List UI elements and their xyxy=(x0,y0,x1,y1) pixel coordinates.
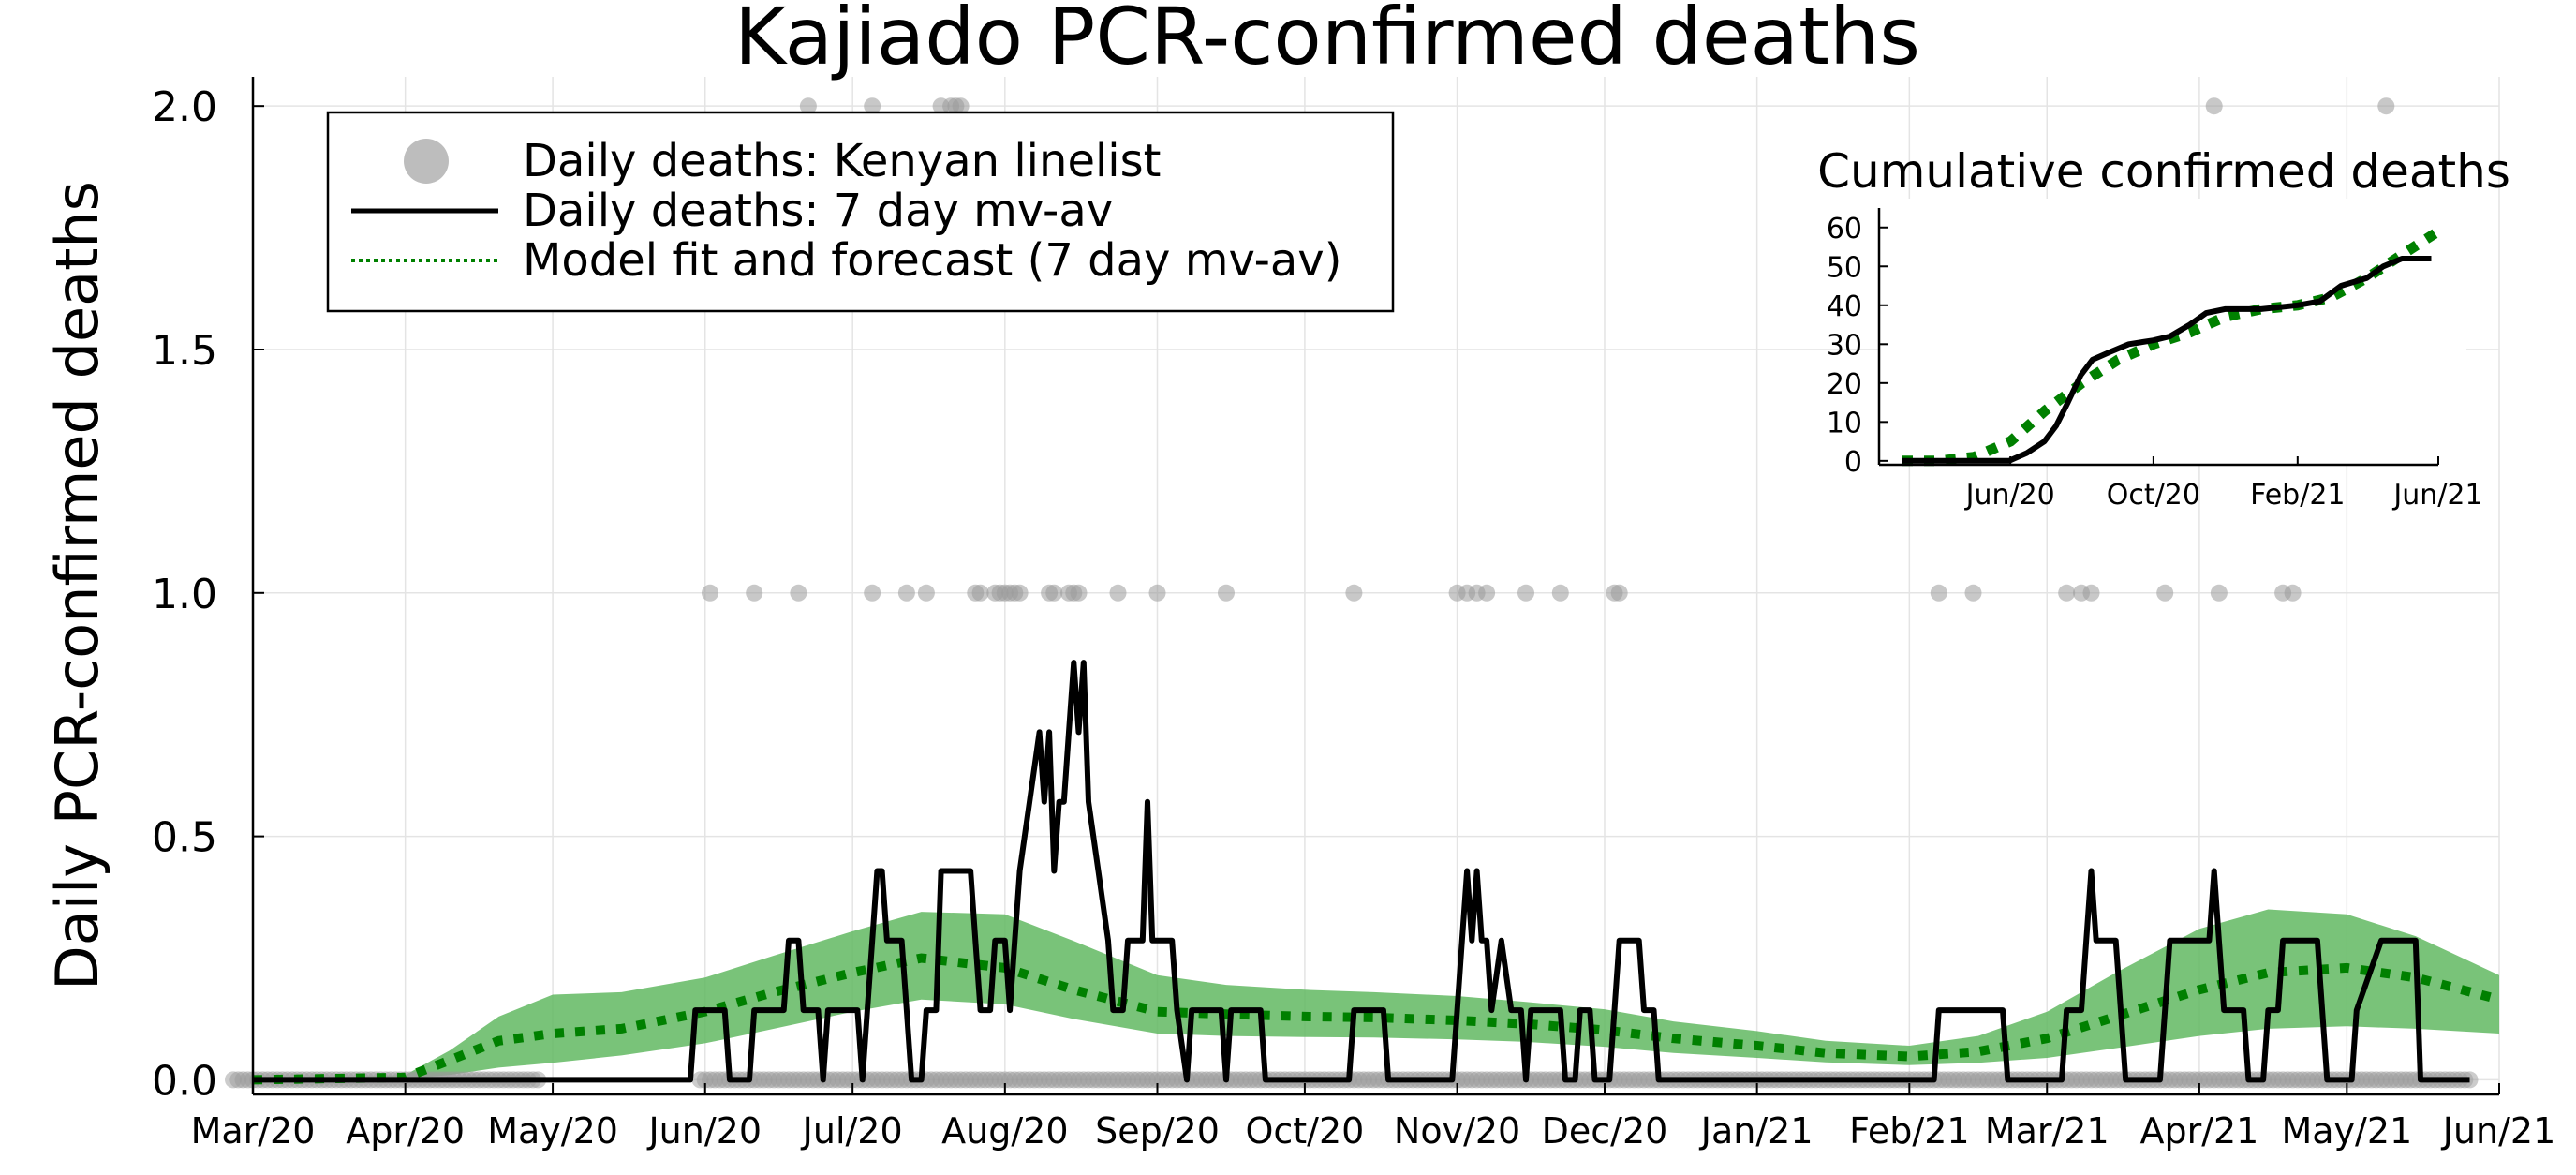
daily-death-point xyxy=(2284,584,2302,602)
x-tick-label: Mar/21 xyxy=(1985,1110,2110,1152)
daily-death-point xyxy=(2210,584,2228,602)
inset-x-tick-label: Feb/21 xyxy=(2250,479,2345,512)
daily-death-point xyxy=(864,584,881,602)
inset-y-tick-label: 10 xyxy=(1827,407,1862,439)
daily-death-point xyxy=(2082,584,2100,602)
daily-death-point xyxy=(702,584,718,602)
inset-y-tick-label: 50 xyxy=(1827,251,1862,284)
y-axis-label: Daily PCR-confirmed deaths xyxy=(43,181,111,990)
daily-death-point xyxy=(1964,584,1982,602)
inset-y-tick-label: 60 xyxy=(1827,213,1862,245)
daily-death-point xyxy=(1218,584,1235,602)
legend-label: Daily deaths: Kenyan linelist xyxy=(523,135,1161,187)
legend-scatter-swatch xyxy=(404,139,449,184)
inset-y-tick-label: 0 xyxy=(1844,446,1862,479)
daily-death-point xyxy=(1930,584,1947,602)
legend-label: Model fit and forecast (7 day mv-av) xyxy=(523,234,1341,287)
daily-death-point xyxy=(917,584,935,602)
x-tick-label: Jul/20 xyxy=(801,1110,903,1152)
x-tick-label: Jan/21 xyxy=(1699,1110,1814,1152)
x-tick-label: Dec/20 xyxy=(1542,1110,1668,1152)
x-tick-label: May/20 xyxy=(487,1110,618,1152)
moving-average-line xyxy=(253,660,2470,1083)
daily-death-point xyxy=(1109,584,1127,602)
y-tick-label: 1.5 xyxy=(152,327,217,375)
daily-death-point xyxy=(897,584,915,602)
inset-y-tick-label: 20 xyxy=(1827,368,1862,401)
x-tick-label: Jun/20 xyxy=(646,1110,762,1152)
x-tick-label: May/21 xyxy=(2281,1110,2412,1152)
daily-death-point xyxy=(952,97,970,115)
y-tick-label: 0.5 xyxy=(152,814,217,862)
x-tick-label: Feb/21 xyxy=(1849,1110,1969,1152)
daily-death-point xyxy=(2377,97,2395,115)
daily-death-point xyxy=(1551,584,1569,602)
y-tick-label: 0.0 xyxy=(152,1057,217,1105)
x-tick-label: Oct/20 xyxy=(1245,1110,1364,1152)
daily-death-point xyxy=(864,97,881,115)
daily-death-point xyxy=(1610,584,1628,602)
x-tick-label: Apr/21 xyxy=(2139,1110,2258,1152)
daily-death-point xyxy=(1517,584,1534,602)
daily-death-point xyxy=(746,584,763,602)
y-tick-label: 1.0 xyxy=(152,571,217,618)
legend-box xyxy=(326,111,1395,313)
daily-death-point xyxy=(1345,584,1363,602)
model-credible-band xyxy=(253,909,2499,1080)
inset-title: Cumulative confirmed deaths xyxy=(1817,144,2510,199)
inset-x-tick-label: Oct/20 xyxy=(2107,479,2200,512)
x-tick-label: Mar/20 xyxy=(191,1110,316,1152)
daily-death-point xyxy=(1011,584,1029,602)
x-tick-label: Sep/20 xyxy=(1095,1110,1220,1152)
legend-label: Daily deaths: 7 day mv-av xyxy=(523,185,1113,237)
inset-y-tick-label: 30 xyxy=(1827,329,1862,362)
chart-title: Kajiado PCR-confirmed deaths xyxy=(734,0,1920,82)
inset-cumulative-line xyxy=(1902,256,2432,464)
daily-death-point xyxy=(790,584,807,602)
y-tick-label: 2.0 xyxy=(152,83,217,131)
model-fit-line xyxy=(252,953,2501,1085)
x-tick-label: Aug/20 xyxy=(941,1110,1068,1152)
x-tick-label: Apr/20 xyxy=(346,1110,465,1152)
daily-death-point xyxy=(1045,584,1063,602)
daily-death-point xyxy=(1148,584,1166,602)
daily-death-point xyxy=(799,97,817,115)
daily-death-point xyxy=(1070,584,1088,602)
daily-death-point xyxy=(2058,584,2076,602)
daily-death-point xyxy=(971,584,989,602)
daily-death-point xyxy=(1478,584,1496,602)
x-tick-label: Nov/20 xyxy=(1394,1110,1520,1152)
x-tick-label: Jun/21 xyxy=(2441,1110,2556,1152)
inset-x-tick-label: Jun/20 xyxy=(1964,479,2055,512)
daily-death-point xyxy=(2156,584,2174,602)
daily-death-point xyxy=(2205,97,2223,115)
inset-x-tick-label: Jun/21 xyxy=(2391,479,2482,512)
inset-y-tick-label: 40 xyxy=(1827,290,1862,323)
